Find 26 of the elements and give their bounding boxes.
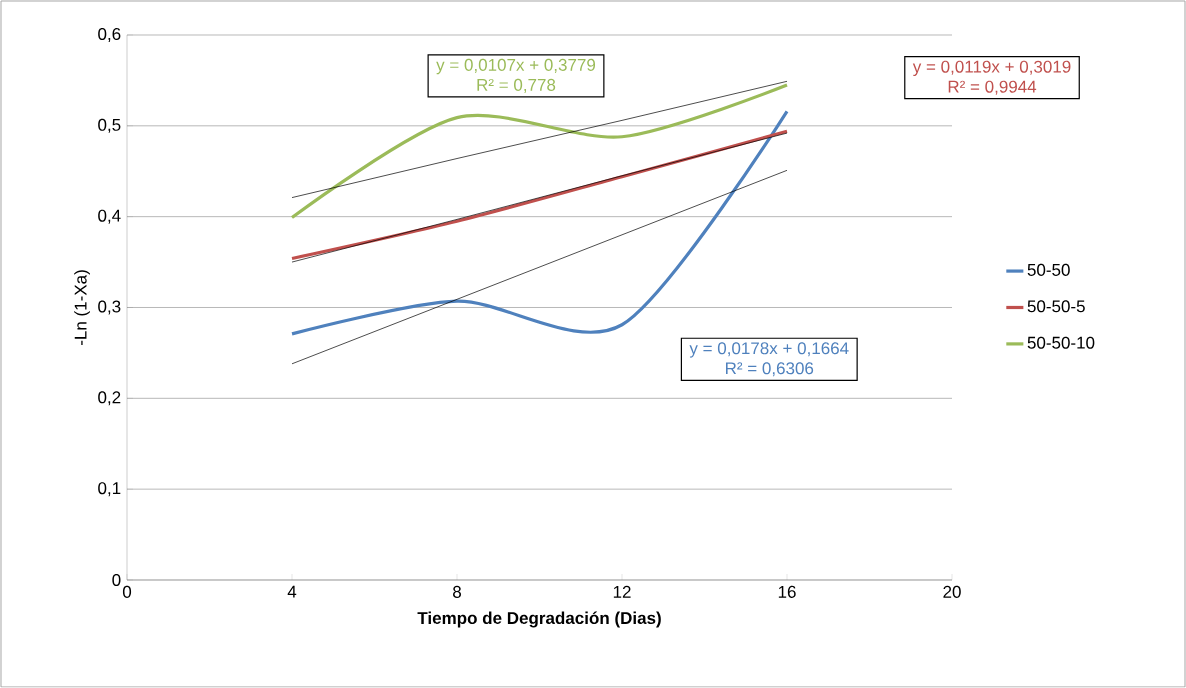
y-tick-label: 0,2 [98,391,121,406]
x-tick-label: 20 [943,585,961,598]
x-tick-label: 0 [122,585,132,598]
annotation: R² = 0,9944 [948,80,1037,95]
annotation: y = 0,0119x + 0,3019 [912,60,1071,77]
x-tick-label: 4 [287,585,297,598]
x-axis-title: Tiempo de Degradación (Dias) [417,611,661,628]
y-axis-title: -Ln (1-Xa) [74,270,90,345]
legend-label: 50-50-5 [1027,300,1085,313]
annotation: y = 0,0107x + 0,3779 [436,58,596,75]
annotation: R² = 0,778 [477,78,556,93]
line-series [291,80,788,198]
line-series [290,109,789,336]
y-tick-label: 0 [112,573,121,587]
legend-label: 50-50 [1027,263,1070,276]
legend-label: 50-50-10 [1027,336,1095,349]
y-tick-label: 0,1 [98,482,121,497]
annotation: R² = 0,6306 [726,362,814,377]
x-tick-label: 12 [613,585,631,598]
annotation: y = 0,0178x + 0,1664 [689,342,849,358]
x-tick-label: 8 [453,585,461,598]
y-tick-label: 0,6 [98,27,121,43]
x-tick-label: 16 [778,585,796,598]
y-tick-label: 0,5 [98,118,121,133]
y-tick-label: 0,3 [98,300,121,315]
y-tick-label: 0,4 [98,209,121,224]
